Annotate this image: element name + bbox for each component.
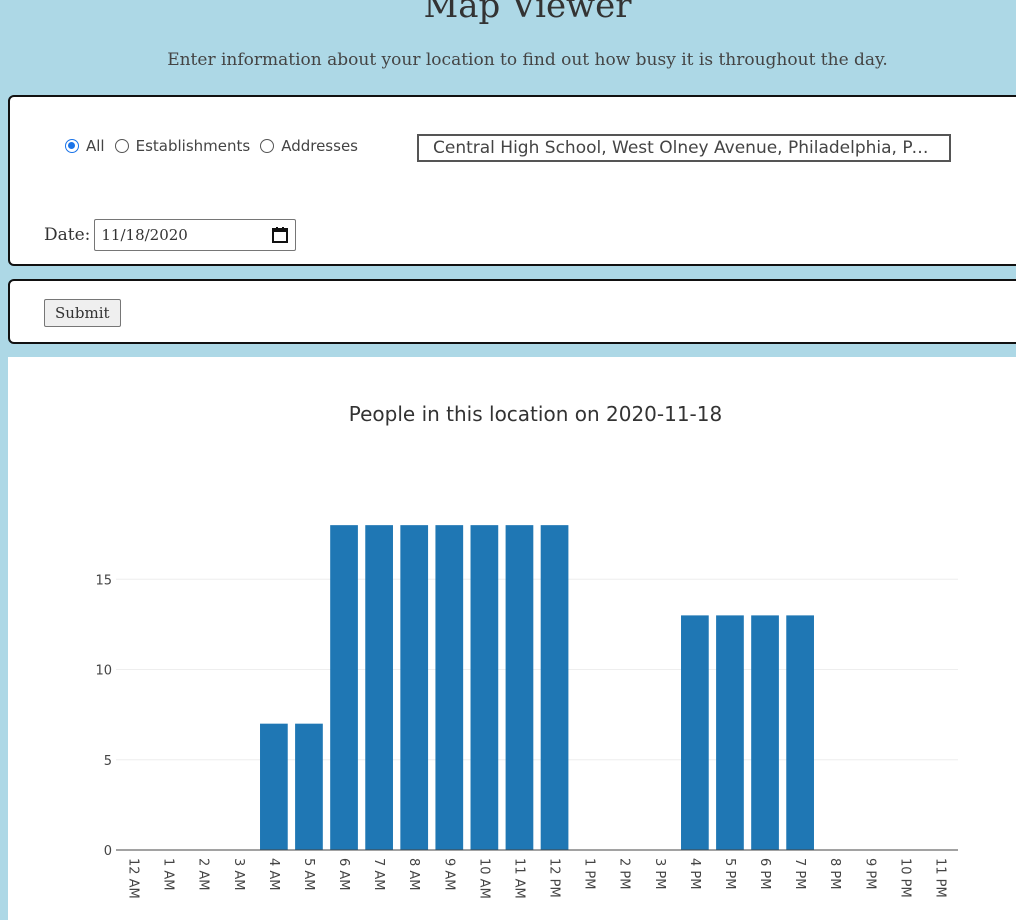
- date-value: 11/18/2020: [101, 226, 188, 244]
- x-tick-label: 10 PM: [897, 858, 912, 898]
- bar-5-pm: [716, 615, 744, 850]
- radio-addresses[interactable]: Addresses: [260, 137, 368, 155]
- radio-addresses-label: Addresses: [281, 137, 358, 155]
- x-tick-label: 4 PM: [687, 858, 702, 889]
- x-tick-label: 11 PM: [932, 858, 947, 898]
- submit-panel: Submit: [8, 279, 1016, 344]
- x-tick-label: 8 PM: [827, 858, 842, 889]
- bar-6-pm: [751, 615, 779, 850]
- bar-9-am: [435, 525, 464, 850]
- radio-establishments-indicator[interactable]: [114, 139, 129, 153]
- date-label: Date:: [44, 225, 91, 245]
- x-tick-label: 9 AM: [441, 858, 456, 891]
- radio-all[interactable]: All: [65, 137, 115, 155]
- date-row: Date: 11/18/2020: [44, 219, 297, 251]
- bar-7-am: [365, 525, 393, 850]
- radio-establishments[interactable]: Establishments: [114, 137, 261, 155]
- bar-10-am: [470, 525, 499, 850]
- x-tick-label: 1 AM: [161, 858, 176, 891]
- chart-panel: People in this location on 2020-11-18 0 5…: [8, 357, 1016, 920]
- x-tick-label: 3 PM: [652, 858, 667, 889]
- chart-title: People in this location on 2020-11-18: [348, 402, 723, 426]
- x-tick-label: 9 PM: [862, 858, 877, 889]
- page-title: Map Viewer: [423, 0, 632, 26]
- y-tick-label: 15: [95, 573, 112, 588]
- x-tick-label: 7 AM: [371, 858, 386, 891]
- radio-establishments-label: Establishments: [135, 137, 251, 155]
- y-tick-label: 10: [95, 664, 112, 679]
- location-search-input[interactable]: Central High School, West Olney Avenue, …: [417, 134, 951, 162]
- radio-addresses-indicator[interactable]: [260, 139, 275, 153]
- bar-8-am: [400, 525, 429, 850]
- x-tick-label: 4 AM: [266, 858, 281, 891]
- bar-7-pm: [786, 615, 814, 850]
- x-tick-label: 12 AM: [126, 858, 141, 899]
- search-form-panel: All Establishments Addresses Central Hig…: [8, 95, 1016, 266]
- x-tick-label: 2 AM: [196, 858, 211, 891]
- bar-4-pm: [681, 615, 709, 850]
- x-tick-label: 6 AM: [336, 858, 351, 891]
- x-tick-label: 1 PM: [582, 858, 597, 889]
- x-tick-label: 5 PM: [722, 858, 737, 889]
- radio-all-label: All: [86, 137, 105, 155]
- x-tick-label: 12 PM: [547, 858, 562, 898]
- busyness-bar-chart: 0 5 10 15 12 AM 1 AM 2 AM 3 AM 4 AM 5 AM 6 AM 7 AM 8…: [95, 525, 958, 899]
- y-tick-label: 0: [104, 844, 112, 859]
- page-subtitle: Enter information about your location to…: [167, 50, 888, 70]
- x-tick-label: 6 PM: [757, 858, 772, 889]
- radio-all-indicator[interactable]: [65, 139, 79, 153]
- x-tick-label: 11 AM: [511, 858, 526, 899]
- y-tick-label: 5: [104, 754, 112, 769]
- x-tick-label: 5 AM: [301, 858, 316, 891]
- search-type-radio-group: All Establishments Addresses: [65, 137, 368, 155]
- calendar-icon[interactable]: [271, 226, 289, 244]
- bar-4-am: [260, 723, 288, 850]
- bar-6-am: [330, 525, 358, 850]
- x-tick-label: 2 PM: [617, 858, 632, 889]
- x-tick-label: 8 AM: [406, 858, 421, 891]
- x-tick-label: 3 AM: [231, 858, 246, 891]
- bar-5-am: [295, 723, 323, 850]
- bar-12-pm: [540, 525, 569, 850]
- x-tick-label: 7 PM: [792, 858, 807, 889]
- x-tick-label: 10 AM: [476, 858, 491, 899]
- bar-11-am: [505, 525, 534, 850]
- date-input[interactable]: 11/18/2020: [94, 219, 297, 251]
- submit-button[interactable]: Submit: [44, 299, 121, 327]
